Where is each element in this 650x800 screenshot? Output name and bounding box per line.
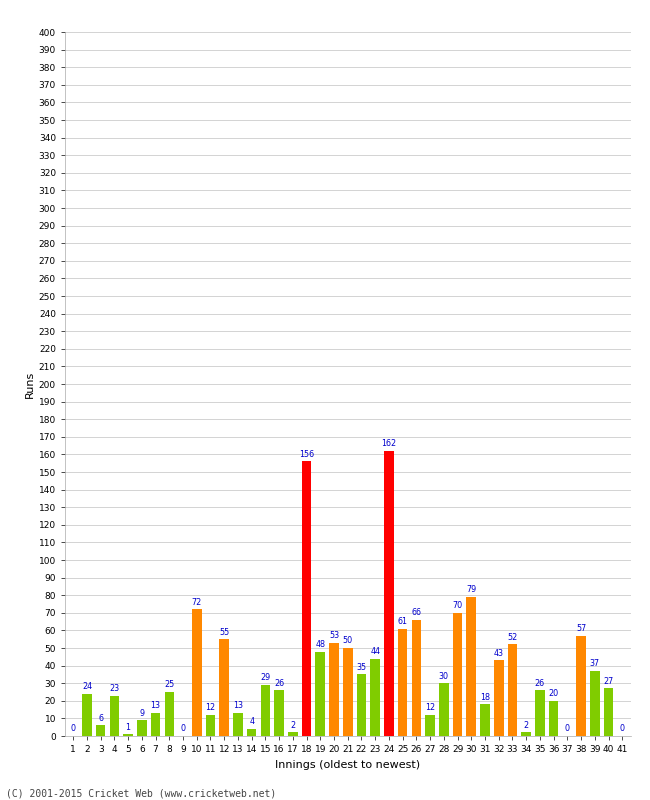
Bar	[315, 651, 325, 736]
Bar	[288, 733, 298, 736]
Bar	[220, 639, 229, 736]
Text: 2: 2	[291, 721, 295, 730]
Bar	[494, 660, 504, 736]
Text: 29: 29	[260, 674, 270, 682]
Text: 1: 1	[125, 722, 131, 731]
Bar	[521, 733, 531, 736]
Bar	[96, 726, 105, 736]
Text: 0: 0	[71, 724, 76, 734]
Text: 18: 18	[480, 693, 490, 702]
Text: 30: 30	[439, 671, 449, 681]
Text: 162: 162	[382, 439, 396, 448]
Bar	[467, 597, 476, 736]
Text: 43: 43	[494, 649, 504, 658]
Text: 26: 26	[274, 678, 284, 687]
Text: 26: 26	[535, 678, 545, 687]
Bar	[357, 674, 367, 736]
Text: 48: 48	[315, 640, 325, 649]
Bar	[82, 694, 92, 736]
Bar	[384, 451, 394, 736]
Bar	[261, 685, 270, 736]
Text: 2: 2	[524, 721, 528, 730]
Bar	[480, 704, 490, 736]
Text: 70: 70	[452, 601, 463, 610]
Text: 0: 0	[619, 724, 625, 734]
Text: 57: 57	[576, 624, 586, 633]
Bar	[453, 613, 462, 736]
Text: 6: 6	[98, 714, 103, 723]
Text: 55: 55	[219, 627, 229, 637]
Text: 52: 52	[508, 633, 517, 642]
Text: 156: 156	[299, 450, 314, 459]
Text: 24: 24	[82, 682, 92, 691]
Text: 72: 72	[192, 598, 202, 606]
Text: 9: 9	[139, 709, 144, 718]
Bar	[549, 701, 558, 736]
Bar	[110, 695, 119, 736]
Text: 35: 35	[356, 662, 367, 672]
Text: 50: 50	[343, 636, 353, 646]
Bar	[508, 645, 517, 736]
Bar	[192, 610, 202, 736]
Text: 12: 12	[425, 703, 435, 712]
Text: 13: 13	[233, 702, 243, 710]
Bar	[247, 729, 257, 736]
Text: 20: 20	[549, 689, 559, 698]
Text: 25: 25	[164, 680, 174, 690]
Bar	[151, 713, 161, 736]
Bar	[425, 715, 435, 736]
Text: 44: 44	[370, 647, 380, 656]
Text: 66: 66	[411, 608, 421, 618]
Bar	[398, 629, 408, 736]
Bar	[233, 713, 242, 736]
Bar	[604, 689, 614, 736]
Text: 61: 61	[398, 617, 408, 626]
Bar	[590, 671, 599, 736]
X-axis label: Innings (oldest to newest): Innings (oldest to newest)	[275, 759, 421, 770]
Bar	[535, 690, 545, 736]
Text: 12: 12	[205, 703, 216, 712]
Bar	[274, 690, 284, 736]
Bar	[370, 658, 380, 736]
Bar	[124, 734, 133, 736]
Bar	[164, 692, 174, 736]
Text: 0: 0	[565, 724, 570, 734]
Text: 79: 79	[466, 586, 476, 594]
Text: 23: 23	[109, 684, 120, 693]
Text: 4: 4	[249, 718, 254, 726]
Y-axis label: Runs: Runs	[25, 370, 34, 398]
Bar	[577, 636, 586, 736]
Bar	[439, 683, 448, 736]
Text: 0: 0	[181, 724, 185, 734]
Bar	[329, 642, 339, 736]
Text: 37: 37	[590, 659, 600, 668]
Text: 27: 27	[603, 677, 614, 686]
Text: (C) 2001-2015 Cricket Web (www.cricketweb.net): (C) 2001-2015 Cricket Web (www.cricketwe…	[6, 789, 277, 798]
Bar	[411, 620, 421, 736]
Bar	[205, 715, 215, 736]
Bar	[343, 648, 352, 736]
Text: 13: 13	[151, 702, 161, 710]
Text: 53: 53	[329, 631, 339, 640]
Bar	[137, 720, 147, 736]
Bar	[302, 462, 311, 736]
